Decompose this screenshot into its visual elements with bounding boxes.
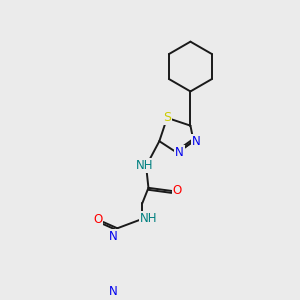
Text: O: O: [93, 213, 103, 226]
Text: N: N: [109, 230, 118, 243]
Text: NH: NH: [140, 212, 157, 225]
Text: O: O: [172, 184, 182, 197]
Text: NH: NH: [136, 159, 153, 172]
Text: N: N: [175, 146, 184, 159]
Text: N: N: [192, 135, 201, 148]
Text: S: S: [163, 111, 171, 124]
Text: N: N: [109, 285, 118, 298]
